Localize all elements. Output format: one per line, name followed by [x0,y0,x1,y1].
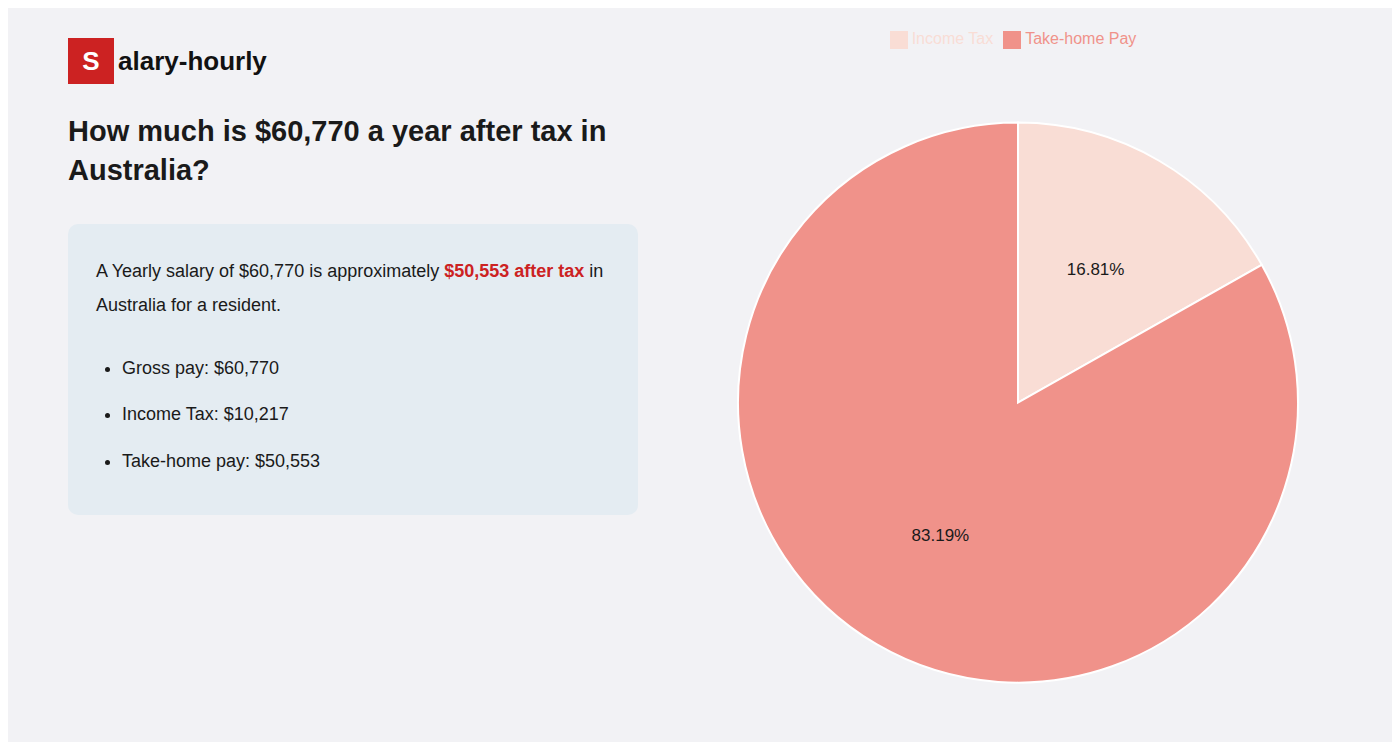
html-text:alary-hourly: alary-hourly [118,45,267,76]
html-text:A Yearly salary of $60,770 is: A Yearly salary of $60,770 is approximat… [96,261,604,282]
svg-text:16.81%: 16.81% [1067,260,1125,279]
html-text:S: S [82,45,100,76]
html-text:Gross pay: $60,770: Gross pay: $60,770 [122,357,280,378]
html-text:Income Tax: Income Tax [911,30,994,47]
html-text:Australia for a resident.: Australia for a resident. [96,295,282,316]
html-text:Income Tax: $10,217: Income Tax: $10,217 [122,404,289,425]
html-text:Take-home pay: $50,553: Take-home pay: $50,553 [122,451,321,472]
html-text:Take-home Pay: Take-home Pay [1025,30,1137,47]
svg-text:83.19%: 83.19% [912,526,970,545]
html-text:How much is $60,770 a year aft: How much is $60,770 a year after tax in … [68,115,607,187]
